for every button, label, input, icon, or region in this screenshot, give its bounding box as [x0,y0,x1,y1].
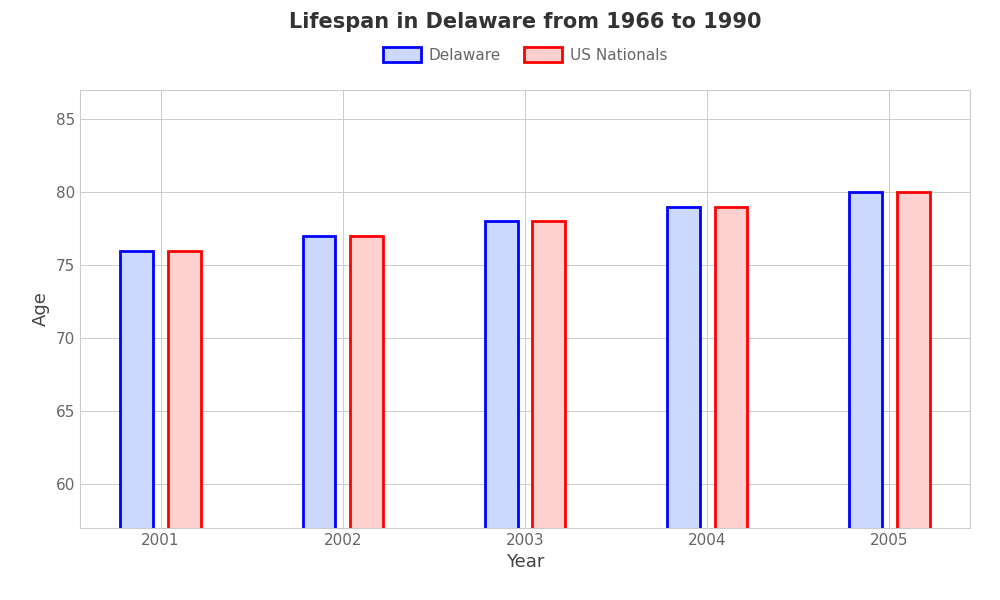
Y-axis label: Age: Age [32,292,50,326]
Title: Lifespan in Delaware from 1966 to 1990: Lifespan in Delaware from 1966 to 1990 [289,11,761,31]
Bar [120,251,153,600]
Bar [849,192,882,600]
X-axis label: Year: Year [506,553,544,571]
Legend: Delaware, US Nationals: Delaware, US Nationals [377,41,673,69]
Bar [715,207,747,600]
Bar [168,251,201,600]
Bar [532,221,565,600]
Bar [667,207,700,600]
Bar [303,236,335,600]
Bar [897,192,930,600]
Bar [485,221,518,600]
Bar [350,236,383,600]
